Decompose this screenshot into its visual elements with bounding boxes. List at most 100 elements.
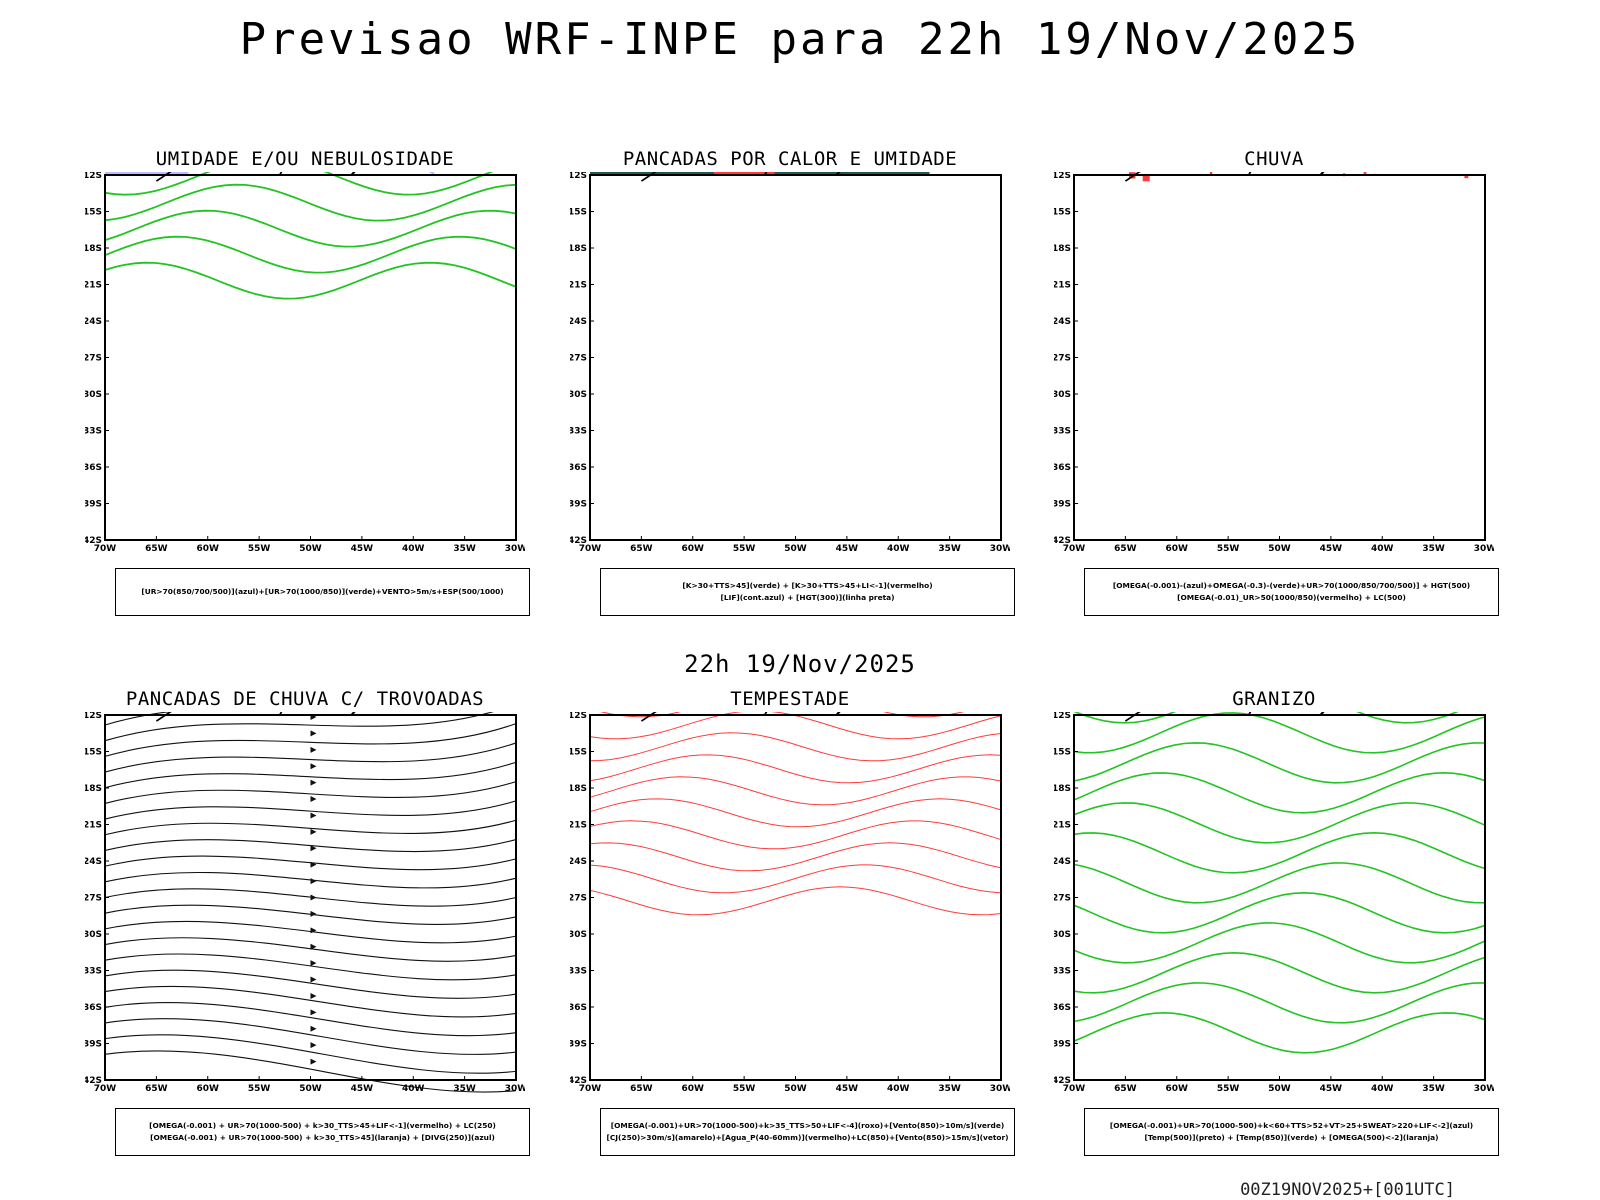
lat-tick-label: 42S xyxy=(1054,1076,1071,1086)
streamline xyxy=(104,969,517,999)
lon-tick-label: 70W xyxy=(1063,1084,1086,1094)
lat-tick-label: 12S xyxy=(570,172,587,181)
map-granizo: 1512151812151212182124-15-18-1212151512S… xyxy=(1054,712,1494,1094)
lat-tick-label: 15S xyxy=(1054,208,1071,218)
fields: 9600952096009600952096009440952094409360… xyxy=(590,172,930,182)
panel-granizo: GRANIZO 1512151812151212182124-15-18-121… xyxy=(1054,688,1499,1168)
lon-tick-label: 70W xyxy=(1063,544,1086,554)
lon-tick-label: 60W xyxy=(197,544,220,554)
legend-box: [K>30+TTS>45](verde) + [K>30+TTS>45+LI<-… xyxy=(600,568,1015,616)
state-border xyxy=(155,172,172,182)
lat-tick-label: 24S xyxy=(85,857,102,867)
streamline-arrow xyxy=(310,894,317,901)
lat-tick-label: 24S xyxy=(1054,317,1071,327)
lat-tick-label: 33S xyxy=(1054,967,1071,977)
lat-tick-label: 36S xyxy=(570,463,587,473)
streamline-arrow xyxy=(310,828,317,835)
streamline xyxy=(104,1034,517,1074)
panel-pancadas-calor: PANCADAS POR CALOR E UMIDADE 96009520960… xyxy=(570,148,1015,628)
lon-tick-label: 65W xyxy=(1114,544,1137,554)
legend-line: [OMEGA(-0.001) + UR>70(1000-500) + k>30_… xyxy=(150,1133,495,1142)
streamline-arrow xyxy=(310,1025,317,1032)
streamline-arrow xyxy=(310,1042,317,1049)
lon-tick-label: 60W xyxy=(682,544,705,554)
lat-tick-label: 21S xyxy=(1054,821,1071,831)
lat-tick-label: 21S xyxy=(85,281,102,291)
lat-tick-label: 30S xyxy=(85,390,102,400)
streamline xyxy=(104,723,517,757)
panel-title: CHUVA xyxy=(1244,148,1304,170)
lat-tick-label: 21S xyxy=(570,281,587,291)
lat-tick-label: 39S xyxy=(85,500,102,510)
lon-tick-label: 30W xyxy=(505,544,525,554)
lat-tick-label: 36S xyxy=(85,1003,102,1013)
temp850-green-contour xyxy=(1073,891,1485,934)
fields xyxy=(589,712,1001,916)
panel-trovoadas: PANCADAS DE CHUVA C/ TROVOADAS 12S 15S 18S… xyxy=(85,688,530,1168)
map-chuva: 5855855825765795855825645855885675705735… xyxy=(1054,172,1494,554)
streamline-arrow xyxy=(310,976,317,983)
lat-tick-label: 15S xyxy=(570,748,587,758)
lc850-red-contour xyxy=(589,754,1001,784)
lat-tick-label: 27S xyxy=(570,894,587,904)
streamline-arrow xyxy=(310,1058,317,1065)
streamline xyxy=(104,781,517,804)
lat-tick-label: 12S xyxy=(1054,172,1071,181)
lat-tick-label: 30S xyxy=(1054,390,1071,400)
streamline xyxy=(104,937,517,962)
map-frame xyxy=(1073,714,1486,1081)
green-contour xyxy=(104,261,516,300)
lat-tick-label: 12S xyxy=(570,712,587,721)
fields xyxy=(104,712,517,1093)
streamline xyxy=(104,855,517,871)
lat-tick-label: 27S xyxy=(85,894,102,904)
lat-tick-label: 18S xyxy=(85,784,102,794)
panel-title: UMIDADE E/OU NEBULOSIDADE xyxy=(155,148,455,170)
lon-tick-label: 40W xyxy=(1371,1084,1394,1094)
map-frame xyxy=(589,174,1002,541)
legend-box: [OMEGA(-0.001)+UR>70(1000-500)+k>35_TTS>… xyxy=(600,1108,1015,1156)
lon-tick-label: 70W xyxy=(94,544,117,554)
lat-tick-label: 21S xyxy=(85,821,102,831)
lat-tick-label: 21S xyxy=(570,821,587,831)
lon-tick-label: 30W xyxy=(990,1084,1010,1094)
lon-tick-label: 60W xyxy=(1166,544,1189,554)
map-umidade: 1012101210121012100810121012100810041012… xyxy=(85,172,525,554)
lat-tick-label: 18S xyxy=(570,244,587,254)
lat-tick-label: 36S xyxy=(570,1003,587,1013)
lat-tick-label: 33S xyxy=(570,427,587,437)
streamline xyxy=(104,742,517,773)
legend-box: [OMEGA(-0.001)-(azul)+OMEGA(-0.3)-(verde… xyxy=(1084,568,1499,616)
lc850-red-contour xyxy=(589,886,1001,916)
lon-tick-label: 70W xyxy=(579,544,602,554)
temp850-green-contour xyxy=(1073,922,1485,964)
fields: 5855855825765795855825645855885675705735… xyxy=(1124,172,1469,182)
legend-line: [CJ(250)>30m/s](amarelo)+[Agua_P(40-60mm… xyxy=(606,1133,1009,1142)
lc850-red-contour xyxy=(589,864,1001,894)
temp850-green-contour xyxy=(1073,802,1485,844)
streamline xyxy=(104,819,517,836)
lat-tick-label: 15S xyxy=(85,748,102,758)
lon-tick-label: 35W xyxy=(938,544,961,554)
lon-tick-label: 45W xyxy=(1320,544,1343,554)
lon-tick-label: 40W xyxy=(887,544,910,554)
streamline-arrow xyxy=(310,796,317,803)
lon-tick-label: 55W xyxy=(1217,1084,1240,1094)
lon-tick-label: 70W xyxy=(94,1084,117,1094)
lon-tick-label: 50W xyxy=(299,544,322,554)
panel-title: GRANIZO xyxy=(1232,688,1316,710)
lat-tick-label: 12S xyxy=(1054,712,1071,721)
map-pancadas-calor: 9600952096009600952096009440952094409360… xyxy=(570,172,1010,554)
lat-tick-label: 42S xyxy=(570,1076,587,1086)
lat-tick-label: 15S xyxy=(570,208,587,218)
lon-tick-label: 35W xyxy=(1422,544,1445,554)
lat-tick-label: 33S xyxy=(85,967,102,977)
lon-tick-label: 50W xyxy=(1268,1084,1291,1094)
green-contour xyxy=(104,172,494,196)
lon-tick-label: 30W xyxy=(1474,544,1494,554)
streamline-arrow xyxy=(310,845,317,852)
legend-box: [OMEGA(-0.001) + UR>70(1000-500) + k>30_… xyxy=(115,1108,530,1156)
legend-line: [Temp(500)](preto) + [Temp(850)](verde) … xyxy=(1144,1133,1439,1142)
